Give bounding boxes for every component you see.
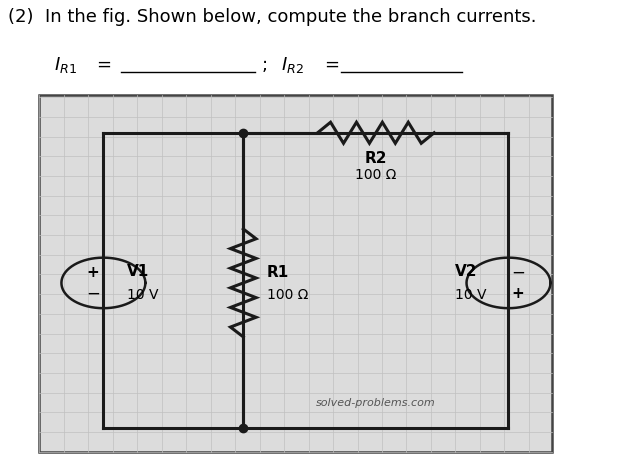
- Text: 10 V: 10 V: [127, 288, 158, 302]
- Text: $I_{R1}$: $I_{R1}$: [54, 55, 77, 75]
- Text: R2: R2: [365, 151, 387, 166]
- Text: −: −: [511, 263, 525, 282]
- Text: +: +: [512, 286, 524, 301]
- Text: =: =: [324, 56, 339, 74]
- Text: 100 Ω: 100 Ω: [355, 168, 396, 182]
- Text: solved-problems.com: solved-problems.com: [316, 397, 436, 408]
- Text: =: =: [97, 56, 112, 74]
- Text: −: −: [86, 284, 100, 302]
- Text: 10 V: 10 V: [455, 288, 487, 302]
- Text: $I_{R2}$: $I_{R2}$: [281, 55, 304, 75]
- Text: (2)  In the fig. Shown below, compute the branch currents.: (2) In the fig. Shown below, compute the…: [8, 8, 537, 26]
- Text: 100 Ω: 100 Ω: [267, 287, 308, 302]
- Text: V1: V1: [127, 264, 149, 278]
- Text: V2: V2: [455, 264, 478, 278]
- Text: R1: R1: [267, 265, 289, 280]
- Bar: [39, 95, 552, 452]
- Text: +: +: [86, 265, 99, 280]
- Text: ;: ;: [262, 56, 268, 74]
